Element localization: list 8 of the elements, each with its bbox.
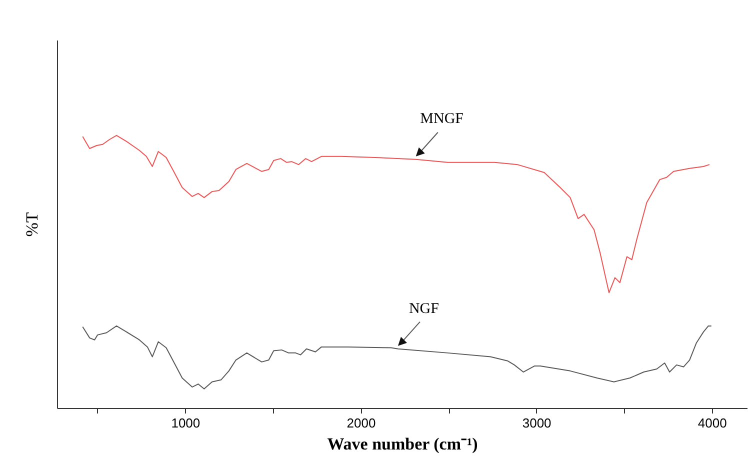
x-tick-label: 2000 bbox=[346, 416, 376, 430]
x-tick-label: 4000 bbox=[698, 416, 727, 430]
x-tick-label: 1000 bbox=[171, 416, 200, 430]
text: MNGF bbox=[420, 111, 464, 128]
x-axis-title: Wave number (cm⁻¹) bbox=[327, 434, 478, 454]
x-tick-label: 3000 bbox=[522, 416, 552, 430]
y-axis-title: %T bbox=[22, 212, 42, 237]
text: NGF bbox=[408, 300, 439, 318]
